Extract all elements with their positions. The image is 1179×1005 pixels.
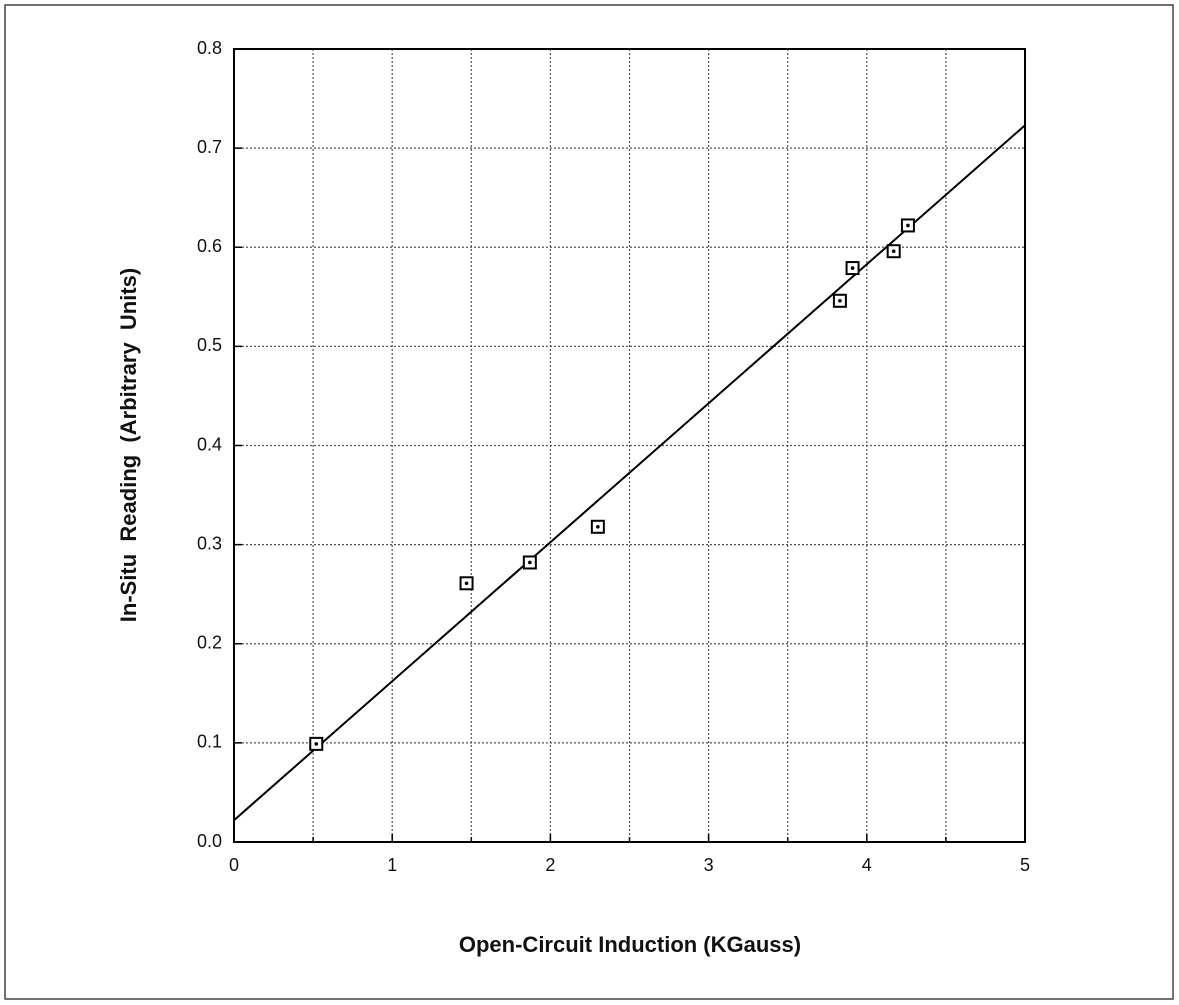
fit-line	[233, 124, 1026, 821]
data-point	[459, 576, 474, 591]
x-tick-label: 5	[1020, 855, 1030, 875]
data-point	[900, 218, 915, 233]
x-tick-label: 1	[387, 855, 397, 875]
x-axis-label: Open-Circuit Induction (KGauss)	[459, 932, 801, 957]
x-tick-label: 3	[704, 855, 714, 875]
frame	[4, 4, 1174, 1000]
y-tick-label: 0.3	[197, 533, 222, 553]
y-tick-label: 0.4	[197, 434, 222, 454]
y-tick-label: 0.0	[197, 831, 222, 851]
y-tick-label: 0.2	[197, 633, 222, 653]
x-tick-label: 2	[545, 855, 555, 875]
data-point	[522, 555, 537, 570]
y-axis-label: In-Situ Reading (Arbitrary Units)	[116, 268, 141, 622]
plot-border	[233, 48, 1026, 843]
x-tick-label: 0	[229, 855, 239, 875]
x-tick-label: 4	[862, 855, 872, 875]
data-point	[832, 293, 847, 308]
y-tick-label: 0.1	[197, 732, 222, 752]
y-tick-label: 0.5	[197, 335, 222, 355]
data-point	[886, 244, 901, 259]
data-point	[590, 519, 605, 534]
y-tick-label: 0.7	[197, 137, 222, 157]
data-point	[309, 736, 324, 751]
data-point	[845, 261, 860, 276]
y-tick-label: 0.8	[197, 38, 222, 58]
y-tick-label: 0.6	[197, 236, 222, 256]
